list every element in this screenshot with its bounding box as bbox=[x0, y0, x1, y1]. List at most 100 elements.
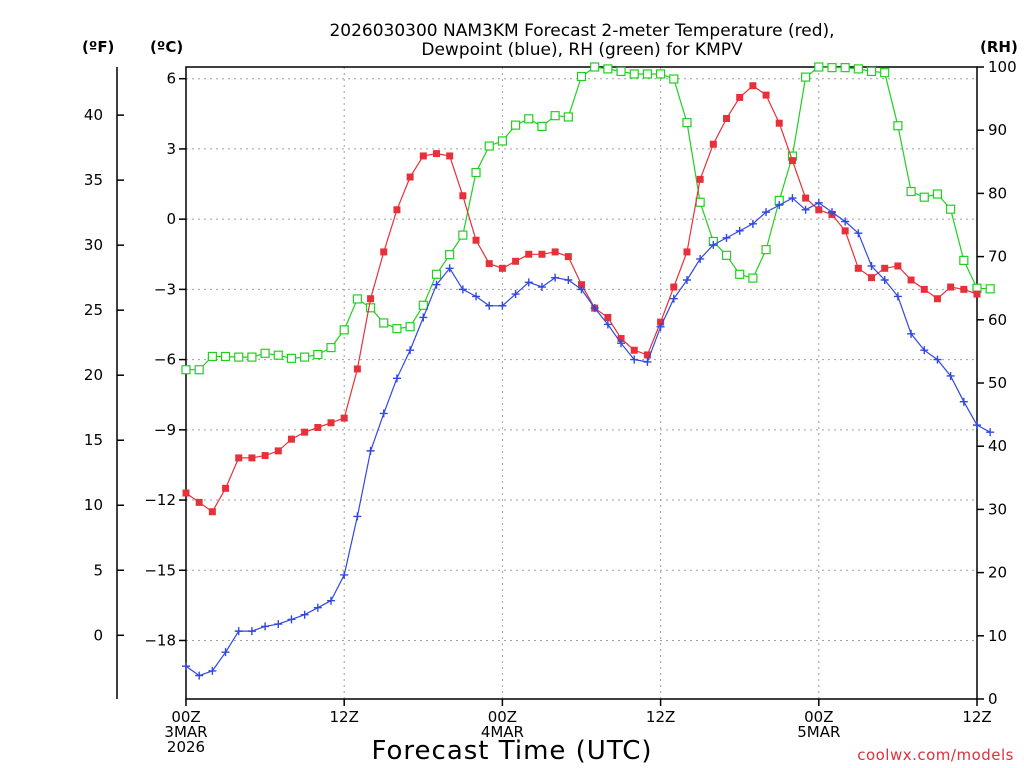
temperature-point bbox=[933, 295, 941, 303]
rh-tick-label: 40 bbox=[988, 437, 1007, 455]
rh-point bbox=[497, 136, 507, 146]
dewpoint-line bbox=[185, 197, 991, 677]
rh-point bbox=[669, 74, 679, 84]
temperature-point bbox=[446, 152, 454, 160]
temperature-point bbox=[604, 313, 612, 321]
rh-point bbox=[761, 245, 771, 255]
chart-title-line1: 2026030300 NAM3KM Forecast 2-meter Tempe… bbox=[329, 21, 834, 41]
rh-point bbox=[853, 64, 863, 74]
x-tick-label: 12Z bbox=[962, 708, 991, 726]
temperature-point bbox=[723, 114, 731, 122]
temperature-point bbox=[657, 318, 665, 326]
temperature-point bbox=[788, 157, 796, 165]
rh-point bbox=[418, 300, 428, 310]
rh-point bbox=[695, 197, 705, 207]
dewpoint-point bbox=[920, 346, 929, 355]
rh-point bbox=[365, 303, 376, 313]
rh-point bbox=[590, 62, 600, 72]
chart-title-line2: Dewpoint (blue), RH (green) for KMPV bbox=[421, 40, 743, 60]
dewpoint-point bbox=[907, 329, 916, 338]
temperature-point bbox=[775, 119, 783, 127]
dewpoint-point bbox=[709, 240, 718, 249]
rh-tick-label: 30 bbox=[988, 500, 1007, 518]
celsius-tick-label: −3 bbox=[154, 280, 176, 298]
temperature-point bbox=[973, 290, 981, 298]
dewpoint-point bbox=[234, 627, 243, 636]
temperature-point bbox=[960, 285, 968, 293]
rh-point bbox=[866, 66, 877, 77]
dewpoint-point bbox=[893, 292, 902, 301]
dewpoint-point bbox=[392, 374, 401, 383]
temperature-point bbox=[393, 206, 401, 214]
rh-point bbox=[220, 351, 231, 362]
rh-point bbox=[181, 365, 191, 375]
rh-point bbox=[313, 349, 323, 360]
dewpoint-point bbox=[841, 217, 850, 226]
x-axis-label: Forecast Time (UTC) bbox=[371, 736, 652, 766]
dewpoint-point bbox=[274, 620, 283, 629]
rh-point bbox=[392, 324, 402, 334]
rh-point bbox=[880, 68, 890, 78]
rh-point bbox=[932, 189, 943, 199]
fahrenheit-tick-label: 20 bbox=[84, 366, 103, 384]
dewpoint-point bbox=[630, 355, 639, 364]
dewpoint-point bbox=[353, 512, 362, 521]
rh-tick-label: 100 bbox=[988, 58, 1017, 76]
rh-point bbox=[642, 69, 653, 79]
rh-point bbox=[814, 62, 824, 72]
rh-point bbox=[445, 250, 455, 260]
temperature-point bbox=[182, 489, 190, 497]
fahrenheit-tick-label: 30 bbox=[84, 236, 103, 254]
dewpoint-point bbox=[735, 226, 744, 235]
rh-point bbox=[458, 230, 468, 240]
fahrenheit-tick-label: 10 bbox=[84, 496, 103, 514]
temperature-point bbox=[353, 365, 361, 373]
temperature-point bbox=[459, 192, 467, 200]
rh-point bbox=[484, 141, 494, 151]
rh-point bbox=[300, 352, 310, 362]
temperature-point bbox=[617, 335, 625, 343]
rh-tick-label: 80 bbox=[988, 184, 1007, 202]
rh-tick-label: 50 bbox=[988, 374, 1007, 392]
dewpoint-point bbox=[959, 397, 968, 406]
rh-tick-label: 10 bbox=[988, 627, 1007, 645]
temperature-point bbox=[512, 257, 520, 265]
temperature-point bbox=[683, 248, 691, 256]
rh-point bbox=[682, 118, 692, 128]
celsius-tick-label: 0 bbox=[166, 210, 176, 228]
temperature-point bbox=[815, 206, 823, 214]
dewpoint-point bbox=[313, 603, 322, 612]
rh-point bbox=[247, 352, 257, 362]
dewpoint-point bbox=[590, 304, 599, 313]
x-tick-label: 2026 bbox=[167, 738, 205, 756]
temperature-point bbox=[538, 250, 546, 258]
rh-point bbox=[735, 269, 745, 279]
temperature-point bbox=[630, 346, 638, 354]
temperature-point bbox=[248, 454, 256, 462]
dewpoint-point bbox=[458, 285, 467, 294]
x-tick-label: 12Z bbox=[330, 708, 359, 726]
temperature-point bbox=[564, 253, 572, 261]
rh-tick-label: 20 bbox=[988, 564, 1007, 582]
rh-point bbox=[207, 351, 217, 362]
rh-point bbox=[959, 255, 969, 265]
rh-point bbox=[946, 204, 956, 214]
temperature-point bbox=[749, 82, 757, 90]
temperature-point bbox=[907, 276, 915, 284]
celsius-tick-label: −9 bbox=[154, 421, 176, 439]
rh-point bbox=[748, 273, 758, 283]
temperature-point bbox=[881, 264, 889, 272]
dewpoint-point bbox=[300, 610, 309, 619]
grid-lines bbox=[186, 67, 977, 699]
x-tick-label: 4MAR bbox=[481, 723, 524, 741]
temperature-point bbox=[261, 452, 269, 460]
plot-frame bbox=[185, 66, 978, 700]
rh-point bbox=[893, 121, 903, 131]
dewpoint-point bbox=[880, 276, 889, 285]
dewpoint-point bbox=[762, 208, 771, 217]
rh-point bbox=[827, 63, 837, 73]
temperature-point bbox=[670, 283, 678, 291]
celsius-tick-label: −12 bbox=[144, 491, 176, 509]
fahrenheit-tick-label: 5 bbox=[93, 561, 103, 579]
rh-point bbox=[510, 120, 521, 130]
